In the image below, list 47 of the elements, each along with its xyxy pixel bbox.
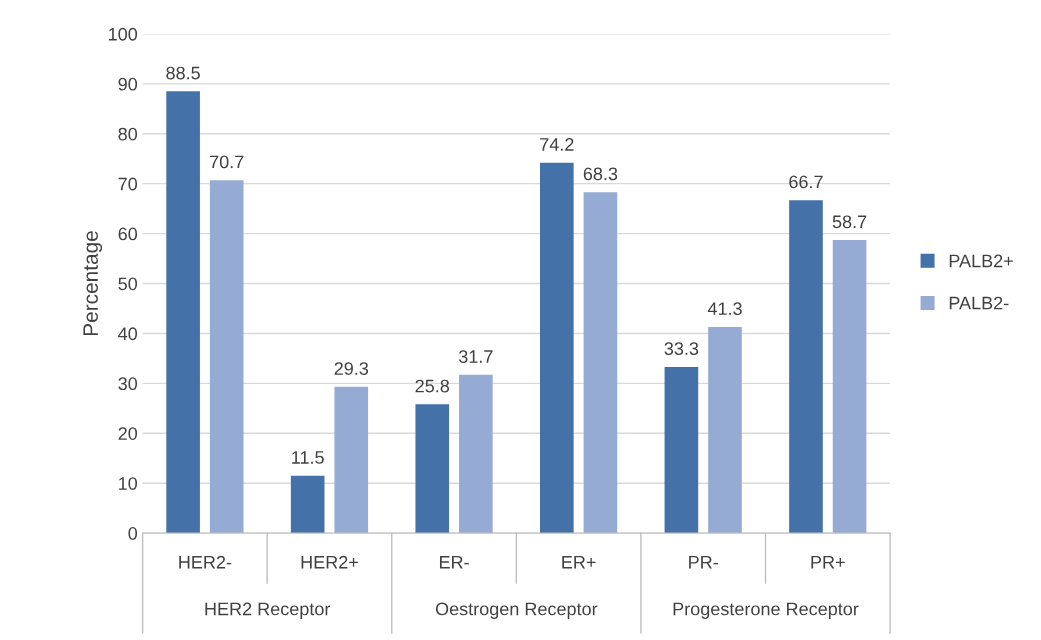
- data-label: 29.3: [334, 362, 369, 375]
- data-label: 11.5: [292, 451, 324, 464]
- text: HER2 Receptor: [205, 602, 331, 619]
- x-tick-label: PR+: [811, 556, 845, 569]
- data-label: 66.7: [789, 175, 823, 189]
- data-label: 68.3: [583, 167, 618, 181]
- y-tick-label: 40: [118, 327, 138, 341]
- y-tick-label: 80: [118, 127, 138, 141]
- x-tick-label: HER2-: [179, 555, 232, 569]
- x-tick-label: ER+: [562, 556, 596, 569]
- y-tick-label: 50: [118, 277, 138, 291]
- bar: [789, 200, 823, 534]
- bar: [583, 192, 618, 534]
- legend-label: PALB2-: [949, 296, 1009, 310]
- bar: [334, 386, 369, 534]
- legend-label: PALB2+: [949, 254, 1013, 268]
- bar: [459, 374, 493, 534]
- y-tick-label: 10: [119, 477, 138, 490]
- bar: [664, 366, 699, 534]
- bar: [290, 475, 325, 534]
- y-tick-label: 30: [118, 377, 138, 391]
- x-tick-label: ER-: [439, 556, 469, 569]
- text: Progesterone Receptor: [673, 602, 859, 619]
- data-label: 58.7: [832, 215, 867, 229]
- text: Oestrogen Receptor: [435, 602, 598, 619]
- data-label: 88.5: [166, 66, 200, 80]
- y-tick-label: 100: [109, 27, 138, 41]
- y-tick-label: 90: [118, 77, 138, 91]
- y-tick-label: 20: [118, 427, 138, 440]
- x-tick-label: HER2+: [301, 555, 358, 569]
- bar: [832, 240, 867, 534]
- bar: [540, 162, 574, 534]
- y-tick-label: 60: [118, 227, 138, 241]
- data-label: 74.2: [540, 138, 574, 151]
- y-tick-label: 0: [128, 527, 138, 540]
- y-axis-title: Percentage: [83, 231, 103, 336]
- bar: [708, 326, 742, 534]
- x-tick-label: PR-: [689, 556, 718, 569]
- y-tick-label: 70: [118, 177, 138, 191]
- data-label: 33.3: [664, 342, 699, 355]
- data-label: 70.7: [210, 155, 244, 169]
- bar: [209, 180, 244, 534]
- data-label: 41.3: [707, 302, 742, 316]
- data-label: 31.7: [458, 350, 493, 363]
- bar: [166, 91, 200, 534]
- bar: [415, 404, 450, 534]
- data-label: 25.8: [415, 379, 450, 393]
